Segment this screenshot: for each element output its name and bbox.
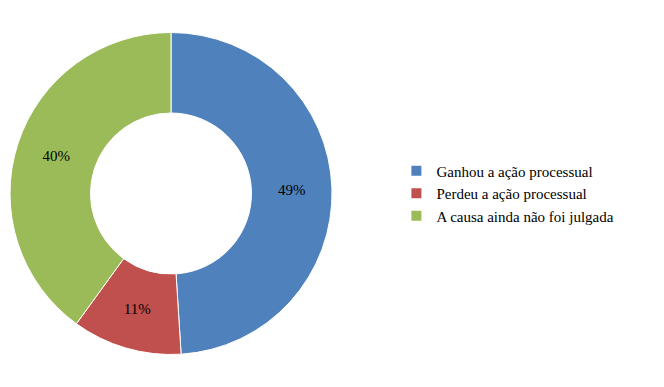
svg-text:11%: 11% bbox=[124, 301, 151, 317]
svg-text:Ganhou a ação processual: Ganhou a ação processual bbox=[436, 164, 592, 180]
svg-text:40%: 40% bbox=[42, 148, 70, 164]
svg-text:49%: 49% bbox=[278, 182, 306, 198]
svg-text:A causa ainda não foi julgada: A causa ainda não foi julgada bbox=[436, 209, 613, 225]
svg-text:Perdeu a ação processual: Perdeu a ação processual bbox=[436, 186, 586, 202]
